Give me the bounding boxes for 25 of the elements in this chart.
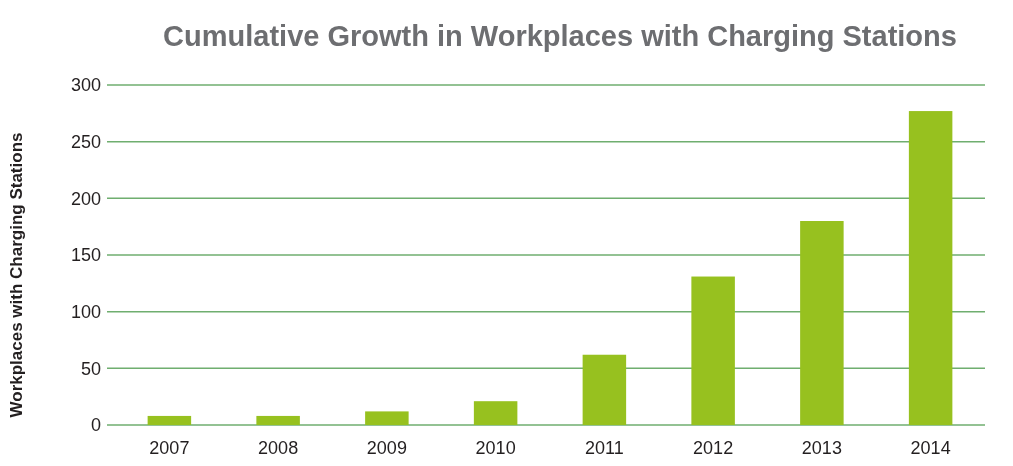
chart-title: Cumulative Growth in Workplaces with Charging Stations [163, 20, 957, 52]
y-tick-label: 200 [70, 188, 101, 209]
y-tick-label: 300 [70, 75, 101, 96]
y-tick-label: 100 [70, 301, 101, 322]
x-tick-label: 2013 [801, 438, 842, 458]
y-tick-label: 50 [80, 358, 101, 379]
x-tick-label: 2009 [366, 438, 407, 458]
bar [473, 401, 518, 425]
x-tick-label: 2012 [693, 438, 734, 458]
bar [908, 111, 953, 425]
y-tick-label: 0 [90, 415, 101, 436]
y-tick-label: 150 [70, 245, 101, 266]
bar [691, 276, 735, 425]
bar [147, 415, 192, 425]
bar [365, 411, 409, 425]
bar [582, 354, 627, 425]
x-tick-label: 2014 [910, 438, 951, 458]
x-tick-label: 2010 [475, 438, 516, 458]
x-tick-label: 2008 [258, 438, 299, 458]
x-tick-label: 2011 [585, 438, 624, 458]
x-tick-label: 2007 [149, 438, 190, 458]
bar [256, 415, 300, 425]
y-tick-label: 250 [70, 131, 101, 152]
bar [800, 221, 844, 425]
y-axis-title: Workplaces with Charging Stations [7, 132, 26, 418]
